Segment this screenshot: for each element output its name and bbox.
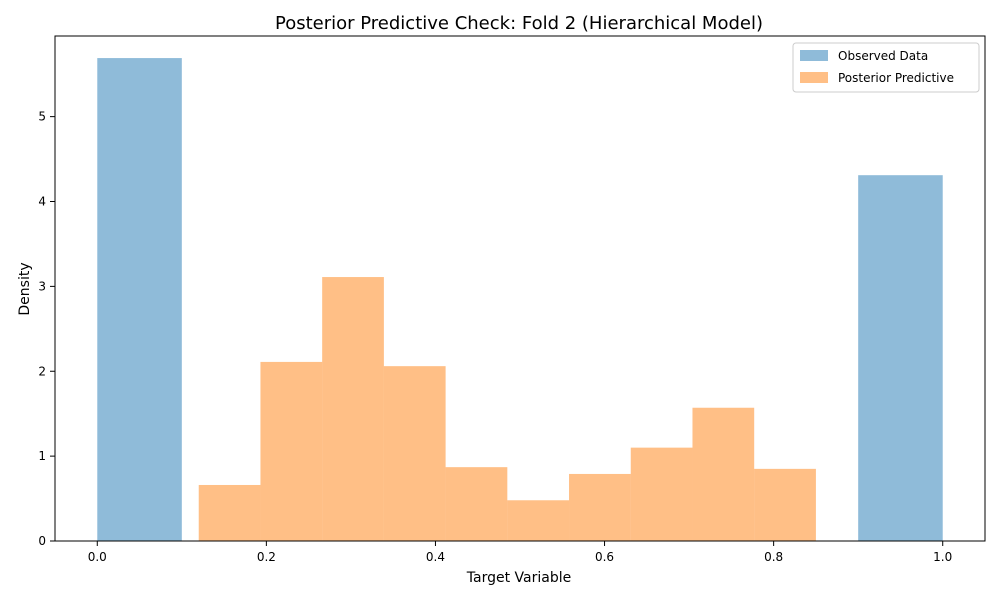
bar-posterior-predictive-8 xyxy=(692,407,755,541)
y-tick-label: 0 xyxy=(38,534,46,548)
bar-posterior-predictive-6 xyxy=(569,473,631,541)
bar-posterior-predictive-4 xyxy=(445,467,508,541)
y-tick-label: 2 xyxy=(38,364,46,378)
bar-posterior-predictive-5 xyxy=(507,500,570,541)
x-tick-label: 0.4 xyxy=(426,550,445,564)
bar-posterior-predictive-2 xyxy=(322,277,384,541)
bar-posterior-predictive-1 xyxy=(260,361,323,541)
x-axis-label: Target Variable xyxy=(466,570,571,586)
x-tick-label: 1.0 xyxy=(933,550,952,564)
y-tick-label: 1 xyxy=(38,449,46,463)
legend: Observed Data Posterior Predictive xyxy=(792,42,980,93)
y-tick-label: 4 xyxy=(38,195,46,209)
bar-observed-data-0 xyxy=(97,58,182,541)
legend-label-posterior-predictive: Posterior Predictive xyxy=(838,71,954,85)
legend-swatch-observed-data xyxy=(800,50,828,61)
legend-box xyxy=(792,42,980,93)
bar-posterior-predictive-3 xyxy=(383,366,446,541)
bar-posterior-predictive-0 xyxy=(198,484,261,541)
y-axis-label: Density xyxy=(17,262,33,315)
y-tick-label: 5 xyxy=(38,110,46,124)
chart-title: Posterior Predictive Check: Fold 2 (Hier… xyxy=(275,13,763,34)
y-axis-ticks: 0 1 2 3 4 5 xyxy=(38,110,55,548)
legend-swatch-posterior-predictive xyxy=(800,72,828,83)
x-tick-label: 0.6 xyxy=(595,550,614,564)
y-tick-label: 3 xyxy=(38,279,46,293)
x-tick-label: 0.0 xyxy=(88,550,107,564)
bar-posterior-predictive-9 xyxy=(754,468,816,541)
bar-observed-data-1 xyxy=(858,175,943,541)
x-tick-label: 0.8 xyxy=(764,550,783,564)
x-axis-ticks: 0.0 0.2 0.4 0.6 0.8 1.0 xyxy=(88,541,952,564)
bars-layer xyxy=(97,58,943,541)
bar-posterior-predictive-7 xyxy=(630,447,693,541)
plot-frame xyxy=(54,35,986,542)
legend-label-observed-data: Observed Data xyxy=(838,49,928,63)
x-tick-label: 0.2 xyxy=(257,550,276,564)
